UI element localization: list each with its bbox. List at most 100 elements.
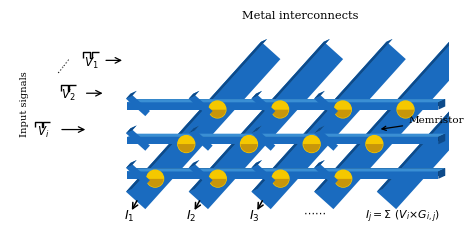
Circle shape [272, 170, 289, 187]
Polygon shape [366, 144, 383, 153]
Polygon shape [251, 39, 392, 192]
Circle shape [178, 136, 195, 153]
Polygon shape [210, 179, 226, 187]
Polygon shape [189, 160, 200, 168]
Polygon shape [314, 163, 338, 185]
Polygon shape [127, 168, 445, 171]
Polygon shape [189, 91, 200, 99]
Polygon shape [314, 160, 325, 168]
Polygon shape [314, 39, 455, 192]
Polygon shape [438, 134, 445, 144]
Polygon shape [272, 101, 289, 109]
Polygon shape [240, 136, 257, 144]
Text: $I_2$: $I_2$ [186, 209, 197, 225]
Polygon shape [377, 39, 474, 192]
Polygon shape [251, 163, 275, 185]
Text: $I_1$: $I_1$ [124, 209, 134, 225]
Text: $\cdots\cdots$: $\cdots\cdots$ [53, 55, 73, 77]
Circle shape [146, 170, 164, 187]
Polygon shape [189, 160, 200, 168]
Polygon shape [126, 160, 137, 168]
Polygon shape [438, 99, 445, 110]
Polygon shape [314, 91, 325, 99]
Polygon shape [189, 128, 213, 151]
Polygon shape [126, 94, 150, 116]
Polygon shape [134, 134, 445, 141]
Polygon shape [251, 42, 406, 209]
Polygon shape [134, 99, 445, 106]
Text: Metal interconnects: Metal interconnects [242, 11, 358, 21]
Polygon shape [189, 163, 213, 185]
Polygon shape [134, 168, 445, 176]
Polygon shape [314, 160, 325, 168]
Polygon shape [209, 101, 226, 109]
Text: $I_j{=}\Sigma\ (V_i{\times}G_{i,j})$: $I_j{=}\Sigma\ (V_i{\times}G_{i,j})$ [365, 208, 439, 225]
Polygon shape [189, 125, 200, 133]
Polygon shape [335, 170, 352, 179]
Polygon shape [303, 136, 320, 144]
Polygon shape [334, 109, 351, 118]
Polygon shape [127, 99, 445, 102]
Polygon shape [126, 163, 150, 185]
Circle shape [334, 101, 351, 118]
Polygon shape [251, 160, 262, 168]
Circle shape [240, 136, 257, 153]
Polygon shape [251, 125, 262, 133]
Polygon shape [397, 101, 414, 109]
Polygon shape [240, 144, 257, 153]
Polygon shape [303, 144, 320, 153]
Polygon shape [126, 125, 137, 133]
Polygon shape [397, 109, 414, 118]
Polygon shape [272, 109, 289, 118]
Polygon shape [251, 94, 275, 116]
Polygon shape [146, 170, 164, 179]
Text: Memristor: Memristor [382, 116, 464, 130]
Polygon shape [126, 39, 267, 192]
Text: $I_3$: $I_3$ [249, 209, 259, 225]
Text: $\cdots\cdots$: $\cdots\cdots$ [303, 208, 326, 218]
Polygon shape [189, 125, 200, 133]
Polygon shape [127, 102, 438, 110]
Text: $V_2$: $V_2$ [62, 88, 76, 103]
Polygon shape [126, 128, 150, 151]
Polygon shape [251, 128, 275, 151]
Polygon shape [127, 137, 438, 144]
Polygon shape [366, 136, 383, 144]
Polygon shape [126, 91, 137, 99]
Polygon shape [438, 168, 445, 179]
Polygon shape [251, 91, 262, 99]
Polygon shape [127, 134, 445, 137]
Polygon shape [126, 125, 137, 133]
Polygon shape [126, 42, 281, 209]
Polygon shape [314, 42, 468, 209]
Polygon shape [189, 91, 200, 99]
Polygon shape [314, 125, 325, 133]
Polygon shape [251, 39, 392, 192]
Circle shape [210, 170, 226, 187]
Polygon shape [251, 160, 262, 168]
Circle shape [272, 101, 289, 118]
Polygon shape [178, 144, 195, 153]
Polygon shape [335, 179, 352, 187]
Polygon shape [126, 91, 137, 99]
Polygon shape [251, 125, 262, 133]
Circle shape [397, 101, 414, 118]
Polygon shape [314, 125, 325, 133]
Polygon shape [314, 94, 338, 116]
Circle shape [335, 170, 352, 187]
Circle shape [366, 136, 383, 153]
Polygon shape [146, 179, 164, 187]
Polygon shape [272, 179, 289, 187]
Text: $V_i$: $V_i$ [36, 125, 49, 140]
Text: Input signals: Input signals [20, 72, 29, 137]
Polygon shape [189, 39, 330, 192]
Circle shape [209, 101, 226, 118]
Polygon shape [314, 128, 338, 151]
Polygon shape [127, 171, 438, 179]
Polygon shape [210, 170, 226, 179]
Polygon shape [209, 109, 226, 118]
Polygon shape [272, 170, 289, 179]
Polygon shape [377, 42, 474, 209]
Polygon shape [178, 136, 195, 144]
Polygon shape [334, 101, 351, 109]
